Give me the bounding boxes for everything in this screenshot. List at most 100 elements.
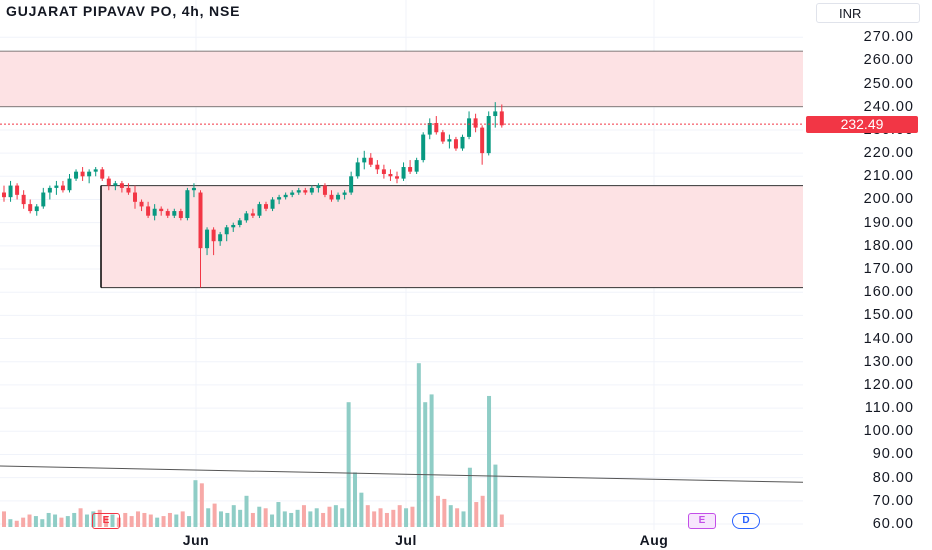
volume-bar [104,516,109,527]
volume-bar [110,514,115,527]
candle-body [355,162,360,177]
price-tick-label: 70.00 [872,492,914,509]
price-tick-label: 110.00 [864,400,914,417]
time-tick-label: Aug [639,532,669,548]
candle-body [381,169,386,174]
candle-body [47,187,52,193]
volume-bar [410,506,415,527]
volume-bar [33,516,38,527]
candle-body [342,192,347,195]
volume-bar [78,508,83,527]
price-tick-label: 250.00 [863,75,914,92]
volume-bar [231,505,236,527]
candle-body [93,169,98,172]
volume-bar [289,512,294,527]
currency-button[interactable]: INR [816,3,920,23]
volume-bar [174,514,179,527]
candle-body [146,206,151,216]
candle-body [316,185,321,188]
time-tick-label: Jun [182,532,210,548]
candle-body [408,167,413,172]
volume-bar [142,512,147,527]
volume-bar [72,512,77,527]
volume-bar [193,480,198,527]
volume-bar [480,495,485,527]
volume-bar [84,514,89,527]
candle-body [231,224,236,228]
candle-body [87,171,92,177]
candle-body [54,185,59,188]
candle-body [67,178,72,191]
earnings-event-marker[interactable]: E [92,513,120,529]
volume-bar [129,516,134,527]
candle-body [205,229,210,249]
candle-body [224,227,229,235]
volume-bar [384,512,389,527]
candle-body [362,157,367,163]
candle-body [473,118,478,128]
candle-body [15,185,20,195]
volume-bar [123,512,128,527]
volume-bar [359,492,364,527]
volume-bar [244,495,249,527]
candle-body [250,213,255,216]
dividend-icon: D [742,515,750,526]
volume-bar [65,516,70,527]
candle-body [211,229,216,242]
volume-bar [59,517,64,527]
volume-bar [365,505,370,527]
earnings-event-marker[interactable]: E [688,513,716,529]
volume-bar [301,505,306,527]
volume-bar [225,512,230,527]
volume-bar [308,511,313,527]
last-price-label: 232.49 [806,115,918,133]
price-tick-label: 80.00 [872,469,914,486]
volume-bar [474,502,479,527]
candle-body [2,192,6,198]
volume-bar [212,503,217,527]
candle-body [264,204,268,209]
price-tick-label: 140.00 [863,330,914,347]
volume-bar [372,511,377,527]
candle-body [178,211,183,219]
candle-body [493,111,498,117]
candle-body [480,127,485,154]
candle-body [270,199,275,209]
candle-body [113,183,118,186]
trendline [0,465,804,483]
price-tick-label: 190.00 [863,214,914,231]
volume-bar [435,495,440,527]
volume-bar [8,519,13,527]
volume-bar [429,394,434,527]
candle-body [159,208,164,212]
dividend-event-marker[interactable]: D [732,513,760,529]
volume-bar [442,498,447,527]
candle-body [34,206,39,212]
volume-bar [487,395,492,527]
price-tick-label: 200.00 [863,191,914,208]
candle-body [440,132,445,142]
volume-bar [21,517,26,527]
candle-body [198,192,203,249]
candle-body [218,234,223,242]
volume-bar [321,512,326,527]
symbol-title: GUJARAT PIPAVAV PO, 4h, NSE [6,3,241,19]
candle-body [185,190,190,219]
earnings-icon: E [102,515,110,526]
volume-bar [404,508,409,527]
candle-body [172,211,177,216]
price-tick-label: 90.00 [872,446,914,463]
earnings-icon: E [698,515,706,526]
volume-bar [46,512,51,527]
candle-body [277,197,282,200]
volume-bar [499,514,504,527]
candle-body [21,194,26,205]
volume-bar [340,508,345,527]
volume-bar [238,509,243,527]
candle-body [133,192,137,202]
volume-bar [257,506,262,527]
candle-body [126,187,131,193]
volume-bar [27,514,32,527]
volume-bar [493,464,498,527]
